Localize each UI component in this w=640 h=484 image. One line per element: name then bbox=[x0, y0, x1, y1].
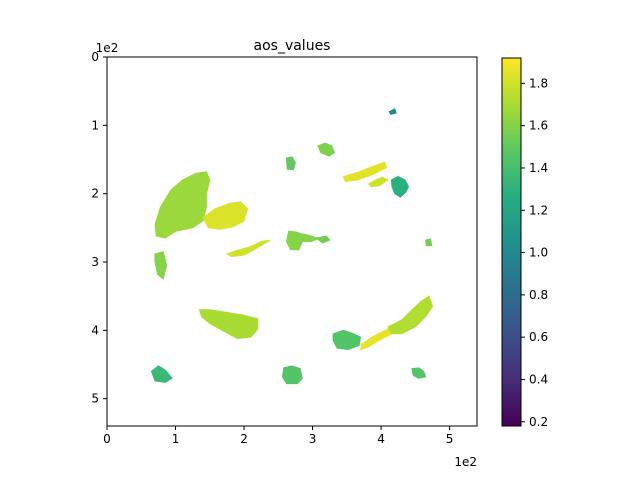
data-patch-5 bbox=[281, 365, 303, 385]
data-patch-6 bbox=[150, 365, 173, 383]
colorbar-tick-label: 1.6 bbox=[529, 119, 548, 133]
data-patch-18 bbox=[425, 238, 433, 247]
colorbar-tick-label: 0.6 bbox=[529, 330, 548, 344]
data-patch-13 bbox=[314, 235, 331, 244]
data-patch-2 bbox=[225, 239, 271, 258]
data-patch-10 bbox=[367, 176, 389, 188]
data-patch-17 bbox=[411, 367, 427, 379]
colorbar-tick-label: 0.4 bbox=[529, 372, 548, 386]
x-axis-offset-label: 1e2 bbox=[454, 455, 477, 469]
x-tick-label: 5 bbox=[446, 432, 454, 446]
colorbar-tick-label: 1.4 bbox=[529, 161, 548, 175]
colorbar-tick-label: 1.8 bbox=[529, 76, 548, 90]
data-patch-12 bbox=[285, 230, 320, 251]
y-axis-offset-label: 1e2 bbox=[96, 41, 119, 55]
x-tick-label: 2 bbox=[240, 432, 248, 446]
y-tick-label: 4 bbox=[91, 323, 99, 337]
y-tick-label: 0 bbox=[91, 50, 99, 64]
colorbar-tick-label: 0.2 bbox=[529, 415, 548, 429]
plot-frame bbox=[106, 56, 478, 427]
data-patch-9 bbox=[342, 161, 388, 182]
data-patch-19 bbox=[388, 108, 397, 115]
x-tick-label: 0 bbox=[103, 432, 111, 446]
y-tick-label: 5 bbox=[91, 392, 99, 406]
y-tick-label: 3 bbox=[91, 255, 99, 269]
heatmap-patches bbox=[150, 108, 434, 385]
colorbar bbox=[501, 57, 522, 427]
data-patch-11 bbox=[390, 176, 410, 198]
y-tick-label: 2 bbox=[91, 187, 99, 201]
colorbar-ticks: 0.2 0.4 0.6 0.8 1.0 1.2 1.4 1.6 1.8 bbox=[521, 76, 548, 429]
data-patch-16 bbox=[387, 295, 434, 335]
data-patch-0 bbox=[154, 171, 211, 239]
data-patch-4 bbox=[198, 309, 259, 340]
data-patch-14 bbox=[332, 329, 362, 351]
chart-title: aos_values bbox=[254, 38, 331, 54]
x-tick-label: 1 bbox=[172, 432, 180, 446]
colorbar-tick-label: 1.2 bbox=[529, 203, 548, 217]
data-patch-7 bbox=[285, 156, 296, 171]
data-patch-8 bbox=[317, 142, 336, 157]
y-axis-ticks: 0 1 2 3 4 5 bbox=[91, 50, 107, 406]
data-patch-3 bbox=[154, 251, 168, 281]
data-patch-1 bbox=[202, 201, 249, 230]
x-tick-label: 4 bbox=[377, 432, 385, 446]
x-axis-ticks: 0 1 2 3 4 5 bbox=[103, 426, 453, 446]
x-tick-label: 3 bbox=[309, 432, 317, 446]
y-tick-label: 1 bbox=[91, 118, 99, 132]
colorbar-tick-label: 0.8 bbox=[529, 288, 548, 302]
colorbar-tick-label: 1.0 bbox=[529, 246, 548, 260]
